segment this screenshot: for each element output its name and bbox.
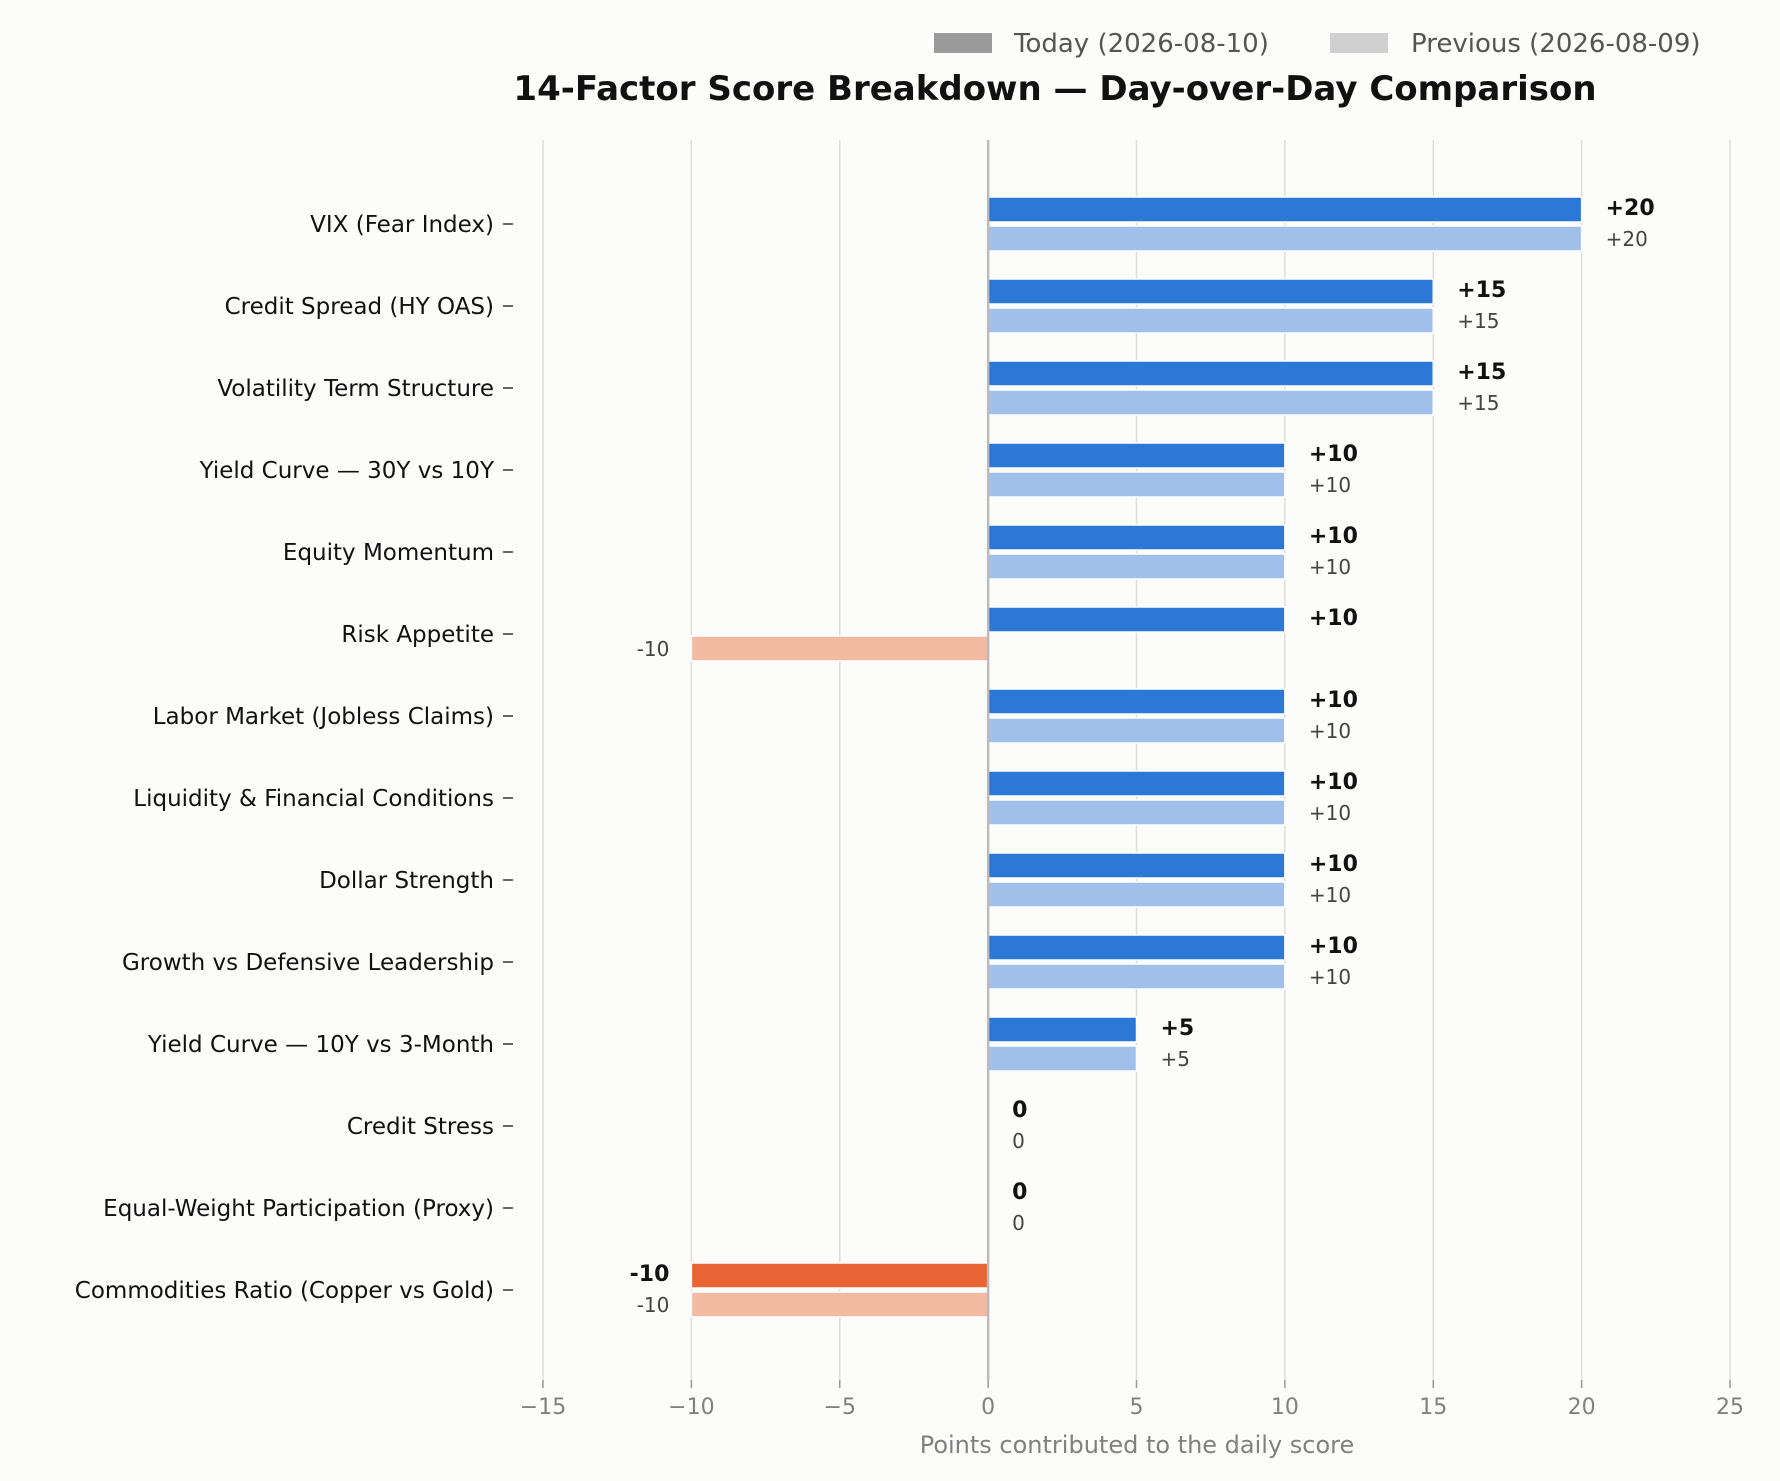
bar-today bbox=[987, 1016, 1138, 1043]
value-label-previous: +10 bbox=[1309, 883, 1351, 907]
chart-title: 14-Factor Score Breakdown — Day-over-Day… bbox=[513, 69, 1596, 109]
value-label-today: +15 bbox=[1457, 360, 1506, 385]
bar-previous bbox=[987, 963, 1286, 990]
x-axis-label: Points contributed to the daily score bbox=[920, 1431, 1355, 1459]
x-tick-label: 0 bbox=[981, 1395, 995, 1420]
value-label-today: +20 bbox=[1606, 196, 1655, 221]
bars bbox=[690, 140, 1583, 1380]
value-label-previous: -10 bbox=[637, 637, 670, 661]
bar-today bbox=[987, 606, 1286, 633]
category-label: Credit Spread (HY OAS) bbox=[225, 294, 494, 320]
category-label: Growth vs Defensive Leadership bbox=[122, 950, 494, 976]
category-label: Commodities Ratio (Copper vs Gold) bbox=[75, 1278, 494, 1304]
bar-previous bbox=[987, 553, 1286, 580]
value-label-previous: +15 bbox=[1457, 309, 1499, 333]
x-tick-label: 5 bbox=[1130, 1395, 1144, 1420]
legend: Today (2026-08-10) Previous (2026-08-09) bbox=[934, 29, 1701, 59]
x-tick-label: −10 bbox=[668, 1395, 714, 1420]
bar-today bbox=[987, 360, 1434, 387]
bar-previous bbox=[987, 471, 1286, 498]
bar-previous bbox=[987, 307, 1434, 334]
value-label-today: +5 bbox=[1161, 1016, 1195, 1041]
x-tick-label: −5 bbox=[824, 1395, 856, 1420]
value-label-today: 0 bbox=[1012, 1180, 1027, 1205]
legend-swatch-previous bbox=[1330, 33, 1388, 53]
value-label-today: +15 bbox=[1457, 278, 1506, 303]
category-label: Yield Curve — 30Y vs 10Y bbox=[199, 458, 495, 484]
value-label-previous: +10 bbox=[1309, 473, 1351, 497]
value-label-previous: +10 bbox=[1309, 555, 1351, 579]
value-label-previous: +10 bbox=[1309, 801, 1351, 825]
bar-today bbox=[987, 770, 1286, 797]
x-tick-label: −15 bbox=[520, 1395, 566, 1420]
x-tick-label: 15 bbox=[1419, 1395, 1447, 1420]
bar-previous bbox=[690, 1291, 989, 1318]
value-label-today: +10 bbox=[1309, 524, 1358, 549]
value-label-today: +10 bbox=[1309, 442, 1358, 467]
category-labels: VIX (Fear Index) Credit Spread (HY OAS) Vo… bbox=[75, 212, 513, 1304]
x-tick-label: 25 bbox=[1716, 1395, 1744, 1420]
category-label: VIX (Fear Index) bbox=[310, 212, 494, 238]
bar-previous bbox=[987, 225, 1583, 252]
category-label: Yield Curve — 10Y vs 3-Month bbox=[147, 1032, 494, 1058]
bar-today bbox=[987, 852, 1286, 879]
value-labels: +20 +20 +15 +15 +15 +15 +10 +10 +10 +10 +10 -10 +10 +… bbox=[630, 196, 1655, 1317]
bar-today bbox=[690, 1262, 989, 1289]
value-label-previous: 0 bbox=[1012, 1211, 1025, 1235]
value-label-previous: 0 bbox=[1012, 1129, 1025, 1153]
value-label-today: +10 bbox=[1309, 770, 1358, 795]
category-label: Labor Market (Jobless Claims) bbox=[153, 704, 494, 730]
bar-today bbox=[987, 524, 1286, 551]
bar-previous bbox=[987, 717, 1286, 744]
value-label-previous: +10 bbox=[1309, 719, 1351, 743]
bar-previous bbox=[987, 1045, 1138, 1072]
category-label: Credit Stress bbox=[347, 1114, 494, 1140]
bar-previous bbox=[690, 635, 989, 662]
bar-today bbox=[987, 278, 1434, 305]
x-tick-label: 20 bbox=[1568, 1395, 1596, 1420]
value-label-today: +10 bbox=[1309, 934, 1358, 959]
bar-previous bbox=[987, 799, 1286, 826]
bar-previous bbox=[987, 881, 1286, 908]
bar-today bbox=[987, 196, 1583, 223]
value-label-today: 0 bbox=[1012, 1098, 1027, 1123]
value-label-previous: +20 bbox=[1606, 227, 1648, 251]
x-tick-label: 10 bbox=[1271, 1395, 1299, 1420]
value-label-previous: +5 bbox=[1161, 1047, 1190, 1071]
legend-label-today: Today (2026-08-10) bbox=[1013, 29, 1269, 59]
value-label-previous: +10 bbox=[1309, 965, 1351, 989]
legend-label-previous: Previous (2026-08-09) bbox=[1411, 29, 1701, 59]
value-label-today: +10 bbox=[1309, 606, 1358, 631]
category-label: Liquidity & Financial Conditions bbox=[133, 786, 494, 812]
value-label-today: -10 bbox=[630, 1262, 670, 1287]
legend-swatch-today bbox=[934, 33, 992, 53]
value-label-today: +10 bbox=[1309, 688, 1358, 713]
category-label: Volatility Term Structure bbox=[217, 376, 494, 402]
bar-today bbox=[987, 688, 1286, 715]
x-axis: −15 −10 −5 0 5 10 15 20 25 bbox=[520, 1380, 1744, 1420]
category-label: Risk Appetite bbox=[341, 622, 494, 648]
category-label: Equal-Weight Participation (Proxy) bbox=[103, 1196, 494, 1222]
value-label-previous: -10 bbox=[637, 1293, 670, 1317]
value-label-previous: +15 bbox=[1457, 391, 1499, 415]
category-label: Equity Momentum bbox=[283, 540, 494, 566]
category-label: Dollar Strength bbox=[319, 868, 494, 894]
bar-today bbox=[987, 934, 1286, 961]
value-label-today: +10 bbox=[1309, 852, 1358, 877]
bar-today bbox=[987, 442, 1286, 469]
bar-previous bbox=[987, 389, 1434, 416]
